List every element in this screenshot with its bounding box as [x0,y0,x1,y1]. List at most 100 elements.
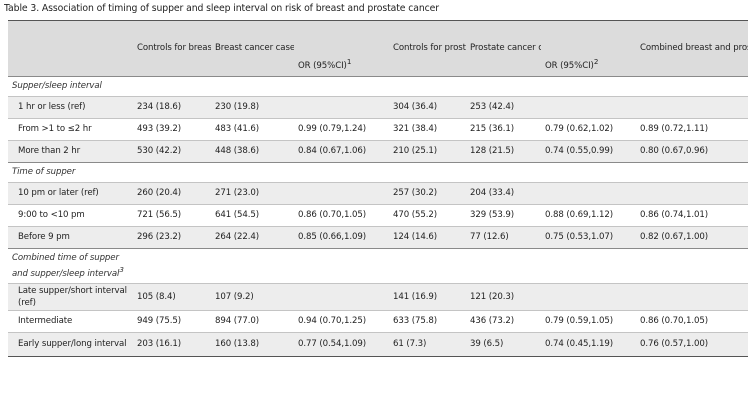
empty-cell [389,76,466,97]
table-cell: 0.79 (0.59,1.05) [541,309,636,333]
table-cell: 633 (75.8) [389,309,466,333]
row-label: Early supper/long interval [8,331,133,357]
table-cell: 0.86 (0.70,1.05) [294,204,389,227]
row-label: 9:00 to <10 pm [8,204,133,227]
empty-cell [636,248,748,284]
footnote-marker: 1 [346,57,352,67]
table-cell [294,182,389,205]
empty-cell [541,162,636,183]
empty-cell [389,248,466,284]
table-cell: 264 (22.4) [211,226,294,249]
table-cell: 0.86 (0.70,1.05) [636,309,748,333]
table-row: Early supper/long interval 203 (16.1) 160 … [8,331,748,357]
empty-cell [133,76,211,97]
table-row: From >1 to ≤2 hr 493 (39.2) 483 (41.6) 0.99… [8,118,748,141]
table-cell: 77 (12.6) [466,226,541,249]
section-title: Supper/sleep interval [8,76,133,97]
table-cell [541,96,636,119]
table-cell: 0.74 (0.55,0.99) [541,140,636,163]
table-row: Intermediate 949 (75.5) 894 (77.0) 0.94 (0.… [8,309,748,333]
table-cell: 203 (16.1) [133,331,211,357]
column-header-3: OR (95%CI)1 [294,20,389,77]
empty-cell [211,76,294,97]
table-cell: 204 (33.4) [466,182,541,205]
footnote-marker: 2 [593,57,599,67]
column-header-text: Breast cancer cases [215,43,294,53]
table-cell: 304 (36.4) [389,96,466,119]
table-caption: Table 3. Association of timing of supper… [4,3,439,14]
table-cell: 0.79 (0.62,1.02) [541,118,636,141]
table-cell [636,282,748,311]
section-title: Combined time of supper and supper/sleep… [8,248,133,284]
table-cell: 39 (6.5) [466,331,541,357]
table-cell: 0.76 (0.57,1.00) [636,331,748,357]
header-row: Controls for breast cancer N (%) Breast c… [8,20,748,77]
table-cell: 483 (41.6) [211,118,294,141]
empty-cell [294,76,389,97]
table-cell: 721 (56.5) [133,204,211,227]
table-cell: 61 (7.3) [389,331,466,357]
results-table: Controls for breast cancer N (%) Breast c… [8,20,748,357]
table-cell: 949 (75.5) [133,309,211,333]
table-cell: 141 (16.9) [389,282,466,311]
table-cell: 436 (73.2) [466,309,541,333]
column-header-5: Prostate cancer cases N (%) [466,20,541,77]
table-cell: 124 (14.6) [389,226,466,249]
empty-cell [466,76,541,97]
row-label: Late supper/short interval (ref) [8,282,133,311]
row-label: Before 9 pm [8,226,133,249]
column-header-0 [8,20,133,77]
table-cell [294,282,389,311]
table-row: Before 9 pm 296 (23.2) 264 (22.4) 0.85 (0.6… [8,226,748,249]
table-row: Late supper/short interval (ref) 105 (8.4… [8,282,748,311]
table-cell: 321 (38.4) [389,118,466,141]
table-cell: 107 (9.2) [211,282,294,311]
column-header-6: OR (95%CI)2 [541,20,636,77]
table-cell: 470 (55.2) [389,204,466,227]
footnote-marker: 3 [119,265,124,274]
table-cell [294,96,389,119]
table-cell: 0.85 (0.66,1.09) [294,226,389,249]
table-cell [636,182,748,205]
column-header-4: Controls for prostate cancer N (%) [389,20,466,77]
table-cell: 105 (8.4) [133,282,211,311]
table-cell: 0.86 (0.74,1.01) [636,204,748,227]
table-cell: 271 (23.0) [211,182,294,205]
section-header-row: Combined time of supper and supper/sleep… [8,248,748,284]
empty-cell [636,76,748,97]
table-cell: 121 (20.3) [466,282,541,311]
column-header-text: OR (95%CI) [298,61,347,71]
table-row: 9:00 to <10 pm 721 (56.5) 641 (54.5) 0.86 (… [8,204,748,227]
table-row: 10 pm or later (ref) 260 (20.4) 271 (23.0)… [8,182,748,205]
table-cell: 493 (39.2) [133,118,211,141]
table-cell: 0.89 (0.72,1.11) [636,118,748,141]
table-cell [541,182,636,205]
empty-cell [466,162,541,183]
table-row: More than 2 hr 530 (42.2) 448 (38.6) 0.84 (… [8,140,748,163]
table-header: Controls for breast cancer N (%) Breast c… [8,20,748,77]
section-title-text: Combined time of supper and supper/sleep… [12,253,120,279]
table-cell: 128 (21.5) [466,140,541,163]
table-cell: 0.99 (0.79,1.24) [294,118,389,141]
table-cell: 260 (20.4) [133,182,211,205]
empty-cell [133,162,211,183]
table-cell: 0.75 (0.53,1.07) [541,226,636,249]
empty-cell [133,248,211,284]
column-header-1: Controls for breast cancer N (%) [133,20,211,77]
column-header-text: Controls for prostate cancer [393,43,466,53]
table-cell: 215 (36.1) [466,118,541,141]
empty-cell [211,162,294,183]
table-cell: 641 (54.5) [211,204,294,227]
table-cell: 160 (13.8) [211,331,294,357]
table-cell: 530 (42.2) [133,140,211,163]
table-cell: 234 (18.6) [133,96,211,119]
column-header-text: Controls for breast cancer [137,43,211,53]
table-cell [636,96,748,119]
table-cell: 0.80 (0.67,0.96) [636,140,748,163]
table-cell: 0.82 (0.67,1.00) [636,226,748,249]
table-cell: 296 (23.2) [133,226,211,249]
table-cell [541,282,636,311]
empty-cell [541,76,636,97]
table-cell: 0.88 (0.69,1.12) [541,204,636,227]
row-label: From >1 to ≤2 hr [8,118,133,141]
